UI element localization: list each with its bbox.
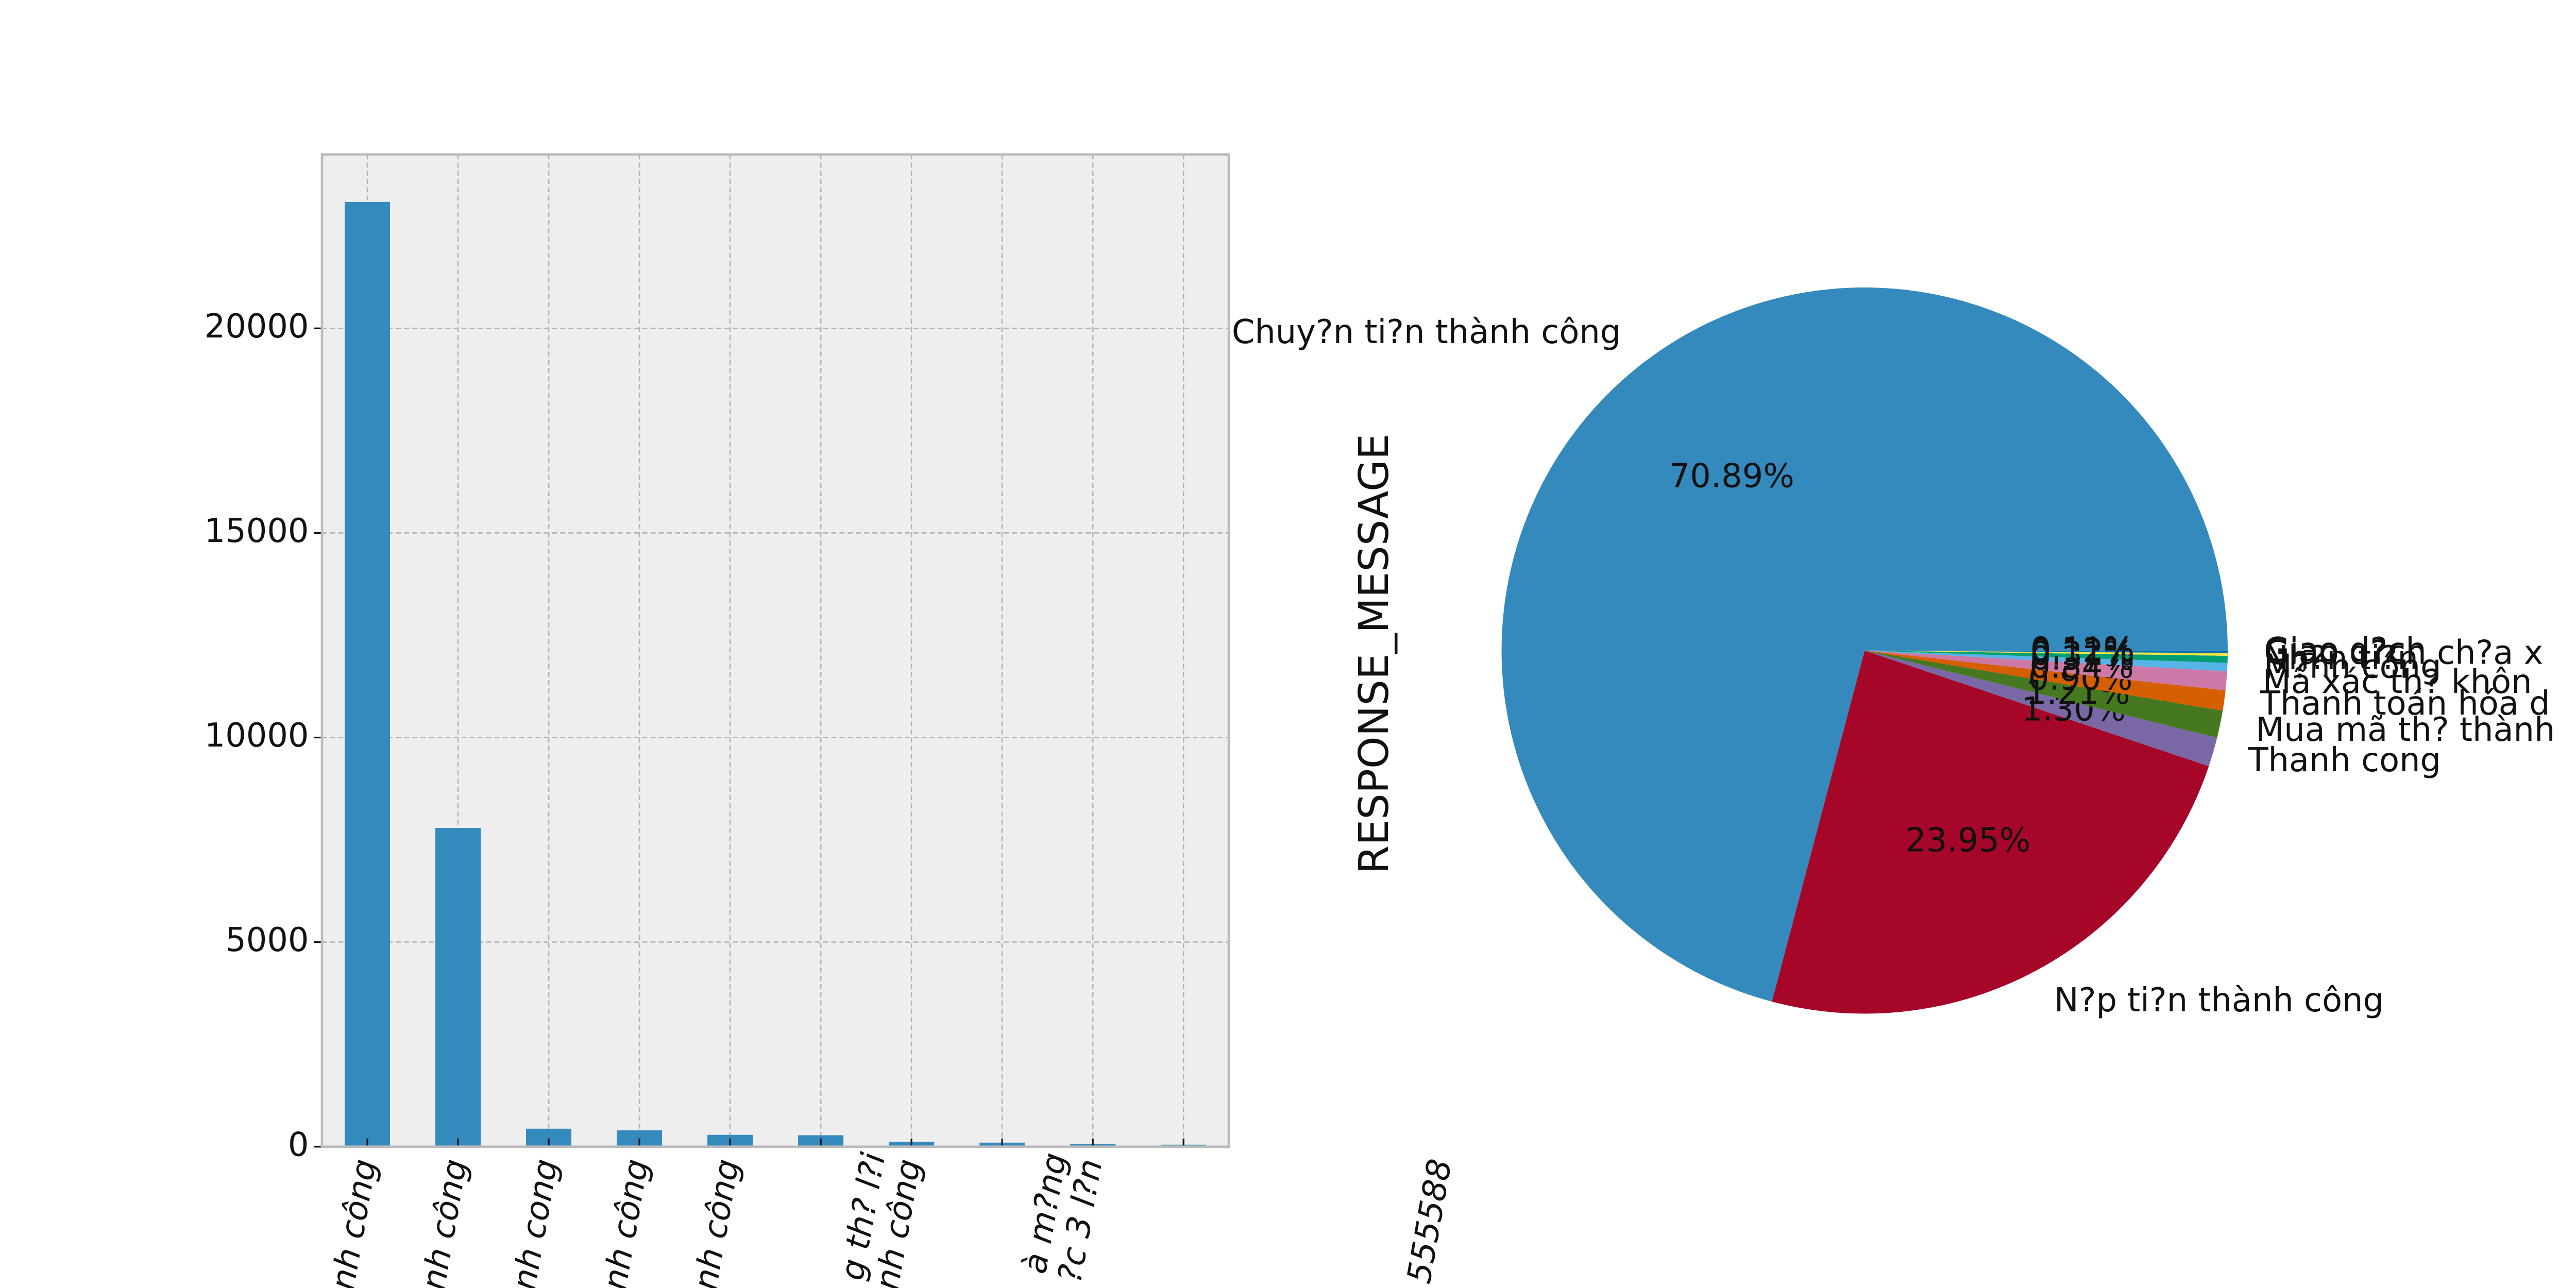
pie-slice (1865, 650, 2228, 663)
y-tick-label: 15000 (205, 512, 309, 550)
pie-slice (1501, 287, 2228, 1002)
y-axis-label: RESPONSE_MESSAGE (1350, 434, 1398, 874)
pie-slice (1865, 650, 2217, 767)
pie-label: Giao d?ch ch?a x (2264, 634, 2543, 672)
y-tick-label: 0 (288, 1126, 309, 1164)
pie-label: Giao d?ch (2264, 631, 2426, 669)
y-tick-label: 5000 (225, 921, 309, 959)
pie-label: Mã xác th? khôn (2263, 663, 2532, 701)
pie-slice (1865, 650, 2228, 656)
pie-label: Chuy?n ti?n thành công (1232, 313, 1621, 351)
pie-value-label: 23.95% (1905, 822, 2030, 860)
pie-slice (1865, 650, 2228, 672)
pie-slice (1865, 650, 2228, 653)
pie-value-label: 0.11% (2030, 631, 2135, 669)
x-tick-label: nh công (596, 1156, 656, 1288)
pie-label: Thanh toán hóa d (2260, 685, 2550, 723)
pie-slice (1865, 650, 2227, 691)
x-tick-label: g th? l?inh công (833, 1150, 928, 1288)
pie-label: Thanh cong (2248, 741, 2442, 779)
x-tick-label: nh công (324, 1156, 384, 1288)
bar (435, 828, 481, 1147)
x-tick-label: nh công (415, 1156, 475, 1288)
pie-slice (1865, 650, 2226, 711)
x-tick-label: nh cong (505, 1156, 566, 1288)
clipped-label: 555588 (1400, 1156, 1460, 1286)
pie-label: M?nh công (2264, 648, 2442, 686)
x-tick-label: nh công (687, 1156, 747, 1288)
pie-value-label: 70.89% (1669, 457, 1794, 495)
y-tick-label: 20000 (205, 308, 309, 346)
x-tick-label: à m?ng?c 3 l?n (1015, 1150, 1110, 1285)
y-tick-label: 10000 (205, 717, 309, 755)
pie-label: N?p ti?n thành công (2054, 981, 2384, 1020)
pie-label: Nh?n ti?n (2264, 639, 2418, 677)
pie-slice (1772, 650, 2209, 1014)
pie-slice (1865, 650, 2223, 738)
plot-frame (320, 153, 1230, 1148)
bar (345, 201, 391, 1147)
pie-label: Mua mã th? thành (2256, 711, 2555, 749)
